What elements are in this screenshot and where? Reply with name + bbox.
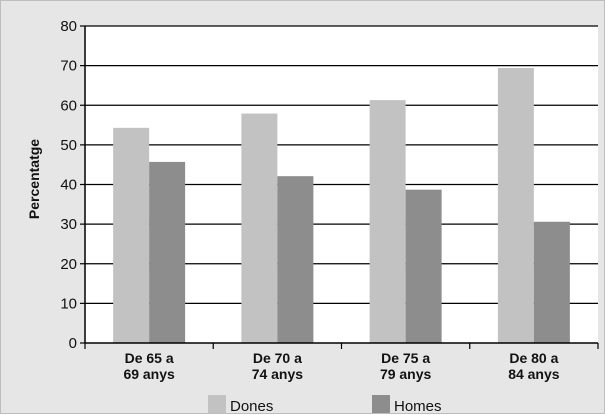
legend-label-dones: Dones — [230, 398, 273, 415]
x-tick-label: De 65 a 69 anys — [123, 350, 175, 382]
y-tick-label: 70 — [60, 58, 77, 75]
y-tick-label: 10 — [60, 295, 77, 312]
y-tick-label: 30 — [60, 216, 77, 233]
y-tick-label: 40 — [60, 177, 77, 194]
bar-homes — [149, 161, 186, 343]
bar-dones — [241, 113, 278, 343]
bar-dones — [113, 127, 150, 344]
y-tick-label: 20 — [60, 256, 77, 273]
bar-dones — [369, 100, 406, 343]
y-tick-label: 50 — [60, 137, 77, 154]
y-tick-label: 0 — [69, 335, 77, 352]
bar-homes — [405, 189, 442, 343]
bars — [113, 68, 570, 344]
x-tick-label: De 80 a 84 anys — [508, 350, 560, 382]
y-axis-label: Percentatge — [26, 139, 42, 219]
x-tick-label: De 70 a 74 anys — [252, 350, 304, 382]
x-tick-labels: De 65 a 69 anys De 70 a 74 anys De 75 a 79 an… — [123, 350, 559, 382]
bar-homes — [533, 221, 570, 343]
bar-dones — [497, 68, 534, 343]
bar-homes — [277, 176, 314, 343]
y-tick-label: 60 — [60, 97, 77, 114]
legend-swatch-homes — [372, 395, 390, 413]
axes — [84, 26, 599, 349]
legend-swatch-dones — [208, 395, 226, 413]
y-tick-label: 80 — [60, 18, 77, 35]
legend-label-homes: Homes — [394, 398, 442, 415]
y-tick-labels: 0 10 20 30 40 50 60 70 80 — [60, 18, 77, 352]
x-tick-label: De 75 a 79 anys — [380, 350, 432, 382]
legend: Dones Homes — [208, 395, 442, 415]
